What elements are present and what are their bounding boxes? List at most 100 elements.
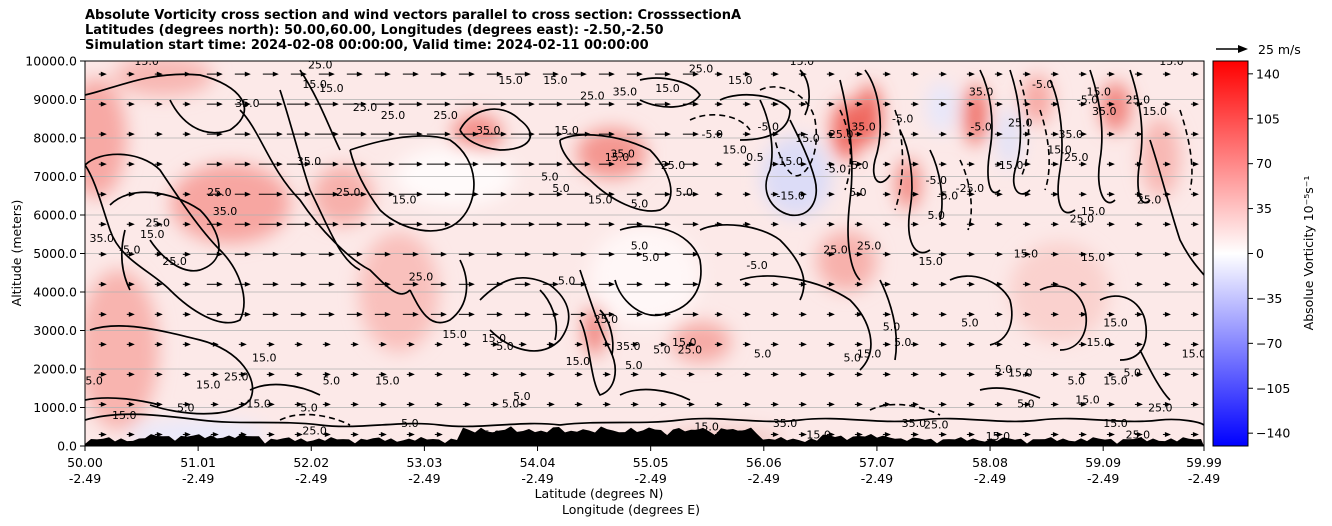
wind-vector-head: [300, 311, 307, 317]
wind-vector: [826, 101, 835, 107]
wind-vector-head: [356, 311, 363, 317]
wind-vector-head: [632, 371, 639, 377]
contour-line: [839, 79, 861, 281]
wind-vector: [654, 251, 671, 257]
wind-vector: [994, 221, 1003, 227]
wind-vector: [742, 191, 751, 197]
wind-vector-head: [1052, 161, 1059, 167]
wind-vector-head: [500, 101, 507, 107]
wind-vector-head: [584, 161, 591, 167]
contour-line: [899, 129, 931, 254]
wind-vector: [318, 281, 335, 287]
wind-vector-head: [332, 221, 339, 227]
wind-vector: [350, 431, 359, 437]
wind-vector-head: [276, 221, 283, 227]
wind-vector-head: [940, 251, 947, 257]
wind-vector-head: [772, 341, 779, 347]
wind-vector-head: [968, 191, 975, 197]
wind-vector: [826, 341, 835, 347]
wind-vector: [154, 251, 163, 257]
wind-vector-head: [912, 281, 919, 287]
wind-vector: [742, 161, 751, 167]
wind-vector-head: [184, 431, 191, 437]
wind-vector: [486, 311, 503, 317]
wind-vector: [654, 101, 671, 107]
wind-vector: [910, 401, 919, 407]
contour-label: 5.0: [300, 401, 318, 414]
wind-vector-head: [1080, 191, 1087, 197]
wind-vector: [1078, 431, 1087, 437]
contour-label: 0.5: [746, 151, 764, 164]
contour-label: 5.0: [995, 363, 1013, 376]
wind-vector-head: [828, 281, 835, 287]
x-tick-label-lon: -2.49: [408, 471, 440, 486]
wind-vector-head: [472, 161, 479, 167]
contour-label: 5.0: [1124, 367, 1142, 380]
contour-label: 25.0: [661, 159, 686, 172]
wind-vector: [854, 431, 863, 437]
wind-vector-head: [184, 161, 191, 167]
contour-line: [579, 269, 617, 397]
wind-vector: [714, 341, 723, 347]
vorticity-blob: [113, 61, 214, 97]
wind-vector: [206, 191, 223, 197]
wind-vector: [770, 71, 779, 77]
wind-vector: [482, 221, 507, 227]
wind-vector: [714, 161, 723, 167]
wind-vector: [542, 71, 559, 77]
wind-vector-head: [828, 311, 835, 317]
wind-vector-head: [352, 371, 359, 377]
wind-vector-head: [884, 371, 891, 377]
wind-vector: [938, 401, 947, 407]
wind-vector: [938, 161, 947, 167]
wind-vector-head: [156, 191, 163, 197]
wind-vector-head: [100, 221, 107, 227]
wind-vector: [454, 161, 479, 167]
wind-vector-head: [212, 431, 219, 437]
wind-vector: [1190, 371, 1199, 377]
wind-vector: [714, 311, 723, 317]
wind-vector-head: [496, 251, 503, 257]
wind-vector: [294, 401, 303, 407]
wind-vector-head: [520, 341, 527, 347]
contour-line: [479, 276, 570, 352]
wind-vector-head: [800, 311, 807, 317]
wind-vector-head: [884, 431, 891, 437]
contour-line: [349, 135, 475, 232]
wind-vector-head: [388, 191, 395, 197]
wind-vector-head: [444, 101, 451, 107]
wind-vector: [770, 431, 779, 437]
contour-label: 25.0: [1148, 401, 1173, 414]
wind-vector-head: [500, 221, 507, 227]
wind-vector: [370, 221, 395, 227]
x-tick-label-lat: 56.06: [746, 455, 782, 470]
terrain-profile: [85, 426, 1204, 446]
contour-label: 25.0: [580, 90, 605, 103]
wind-vector-head: [580, 251, 587, 257]
wind-vector-head: [968, 221, 975, 227]
wind-vector-head: [240, 341, 247, 347]
wind-vector-head: [332, 101, 339, 107]
contour-line: [1099, 295, 1148, 361]
wind-vector-head: [216, 101, 223, 107]
contour-line: [979, 387, 1041, 399]
contour-line-negative: [894, 109, 904, 211]
wind-vector-head: [1052, 311, 1059, 317]
wind-vector: [1078, 161, 1087, 167]
contour-label: 15.0: [482, 332, 507, 345]
contour-label: 25.0: [924, 419, 949, 432]
wind-vector: [510, 161, 535, 167]
wind-vector-head: [156, 221, 163, 227]
wind-vector-head: [744, 161, 751, 167]
wind-vector-head: [128, 281, 135, 287]
wind-vector-head: [492, 371, 499, 377]
wind-vector-head: [408, 401, 415, 407]
wind-vector-head: [412, 71, 419, 77]
vorticity-blob: [816, 231, 877, 292]
wind-vector-head: [800, 341, 807, 347]
contour-label: 35.0: [213, 205, 238, 218]
wind-vector-head: [468, 251, 475, 257]
wind-vector-head: [716, 161, 723, 167]
wind-vector-head: [244, 281, 251, 287]
wind-vector-head: [468, 281, 475, 287]
